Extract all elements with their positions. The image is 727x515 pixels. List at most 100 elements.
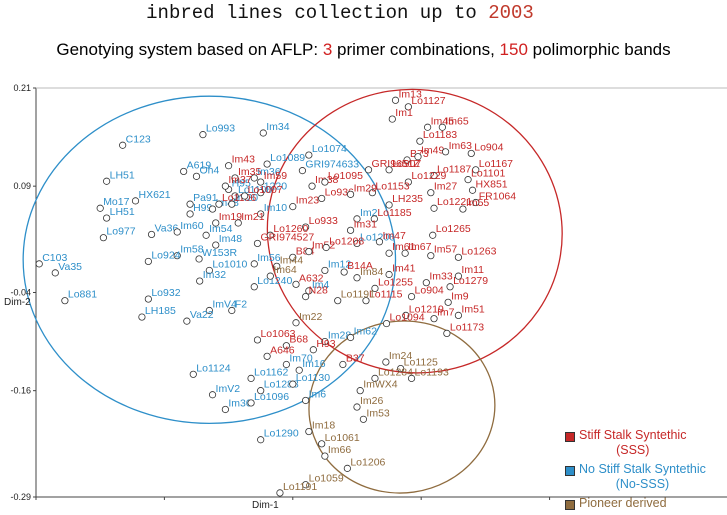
data-point: [454, 311, 463, 320]
data-point: [416, 137, 424, 145]
data-point: [298, 167, 307, 175]
data-point: [305, 287, 313, 295]
point-label: Lo1260: [273, 223, 308, 235]
point-label: Im29: [354, 182, 378, 194]
y-tick-label: -0.29: [10, 492, 31, 502]
point-label: Im35: [238, 166, 262, 178]
data-point: [289, 380, 297, 388]
data-point: [375, 238, 384, 246]
legend-swatch-sss: [565, 432, 575, 442]
point-label: GRI974633: [305, 159, 359, 171]
data-point: [253, 239, 262, 248]
y-tick-label: -0.04: [10, 288, 31, 298]
title-line-2-prefix: Genotying system based on AFLP:: [56, 40, 323, 59]
point-label: Lo1125: [404, 357, 438, 369]
data-point: [205, 306, 213, 315]
data-point: [289, 253, 297, 261]
legend: Stiff Stalk Syntethic (SSS) No Stiff Sta…: [565, 428, 727, 515]
data-point: [430, 204, 438, 212]
point-label: Lo1094: [390, 312, 425, 324]
point-label: Im28: [328, 330, 352, 342]
point-label: Im34: [266, 121, 290, 133]
point-label: Lo1059: [309, 473, 344, 485]
data-point: [199, 131, 207, 139]
point-label: Lo924: [151, 249, 180, 261]
point-label: Lo1162: [254, 366, 288, 378]
data-point: [276, 489, 284, 497]
legend-label-pioneer: Pioneer derived: [579, 496, 667, 510]
data-point: [318, 440, 326, 448]
data-point: [295, 366, 303, 374]
data-point: [257, 178, 265, 186]
data-point: [250, 260, 258, 268]
point-label: Im59: [264, 170, 288, 182]
point-label: Lo1240: [257, 275, 292, 287]
data-point: [430, 315, 438, 323]
data-point: [353, 274, 361, 282]
x-axis-title: Dim-1: [252, 500, 279, 509]
data-point: [231, 192, 239, 200]
legend-item-sss: Stiff Stalk Syntethic (SSS): [565, 428, 727, 458]
point-label: Lo1153: [375, 181, 409, 193]
point-label: Im63: [449, 140, 473, 152]
point-label: Im12: [328, 258, 352, 270]
data-point: [215, 200, 223, 208]
legend-sss-line2: (SSS): [616, 443, 650, 457]
point-label: Lo1288: [264, 379, 299, 391]
y-tick-label: -0.16: [10, 386, 31, 396]
point-label: Lo1206: [360, 231, 395, 243]
point-label: Mo17: [103, 196, 129, 208]
point-label: Lo1191: [283, 481, 317, 493]
point-label: Lo1255: [378, 276, 413, 288]
legend-nosss-line1: No Stiff Stalk Syntethic: [579, 462, 706, 476]
data-point: [144, 257, 152, 266]
data-point: [427, 252, 435, 260]
y-axis-title: Dim-2: [4, 297, 31, 308]
point-label: Lo881: [68, 289, 97, 301]
point-label: Im7: [437, 307, 455, 319]
point-label: Lo904: [474, 141, 503, 153]
data-point: [422, 279, 430, 287]
band-count: 150: [499, 40, 528, 59]
data-point: [368, 189, 376, 197]
point-label: Lo1185: [377, 207, 411, 219]
data-point: [221, 182, 229, 190]
data-point: [302, 396, 310, 405]
group-ellipse-nosss: [22, 95, 397, 425]
data-point: [359, 415, 368, 423]
data-point: [257, 189, 265, 197]
data-point: [250, 283, 258, 291]
data-point: [189, 370, 197, 378]
data-point: [385, 270, 393, 279]
data-point: [192, 172, 201, 180]
point-label: Im43: [232, 154, 256, 166]
data-point: [407, 374, 416, 382]
legend-sss-line1: Stiff Stalk Syntethic: [579, 428, 687, 442]
point-label: C123: [126, 133, 151, 145]
data-point: [241, 192, 249, 200]
data-point: [343, 464, 351, 472]
point-label: Im13: [399, 88, 423, 100]
point-label: Lo1279: [453, 275, 488, 287]
data-point: [253, 336, 262, 344]
point-label: Lo1187: [437, 164, 471, 176]
point-label: Lo1101: [471, 168, 505, 180]
y-tick-label: 0.09: [13, 181, 31, 191]
data-point: [404, 103, 412, 111]
data-point: [305, 151, 313, 159]
data-point: [385, 201, 393, 209]
data-point: [205, 266, 213, 275]
point-label: Lo904: [415, 285, 444, 297]
point-label: Im36: [257, 166, 281, 178]
point-label: Im24: [389, 350, 413, 362]
point-label: Im32: [203, 269, 227, 281]
point-label: Lo1284: [378, 366, 413, 378]
group-ellipse-pioneer: [308, 320, 496, 494]
data-point: [263, 160, 271, 168]
point-label: Im18: [312, 420, 336, 432]
data-point: [292, 280, 300, 288]
point-label: Lo1290: [264, 428, 299, 440]
legend-label-nosss: No Stiff Stalk Syntethic (No-SSS): [579, 462, 706, 492]
data-point: [371, 284, 379, 293]
point-label: Lo1061: [325, 432, 360, 444]
